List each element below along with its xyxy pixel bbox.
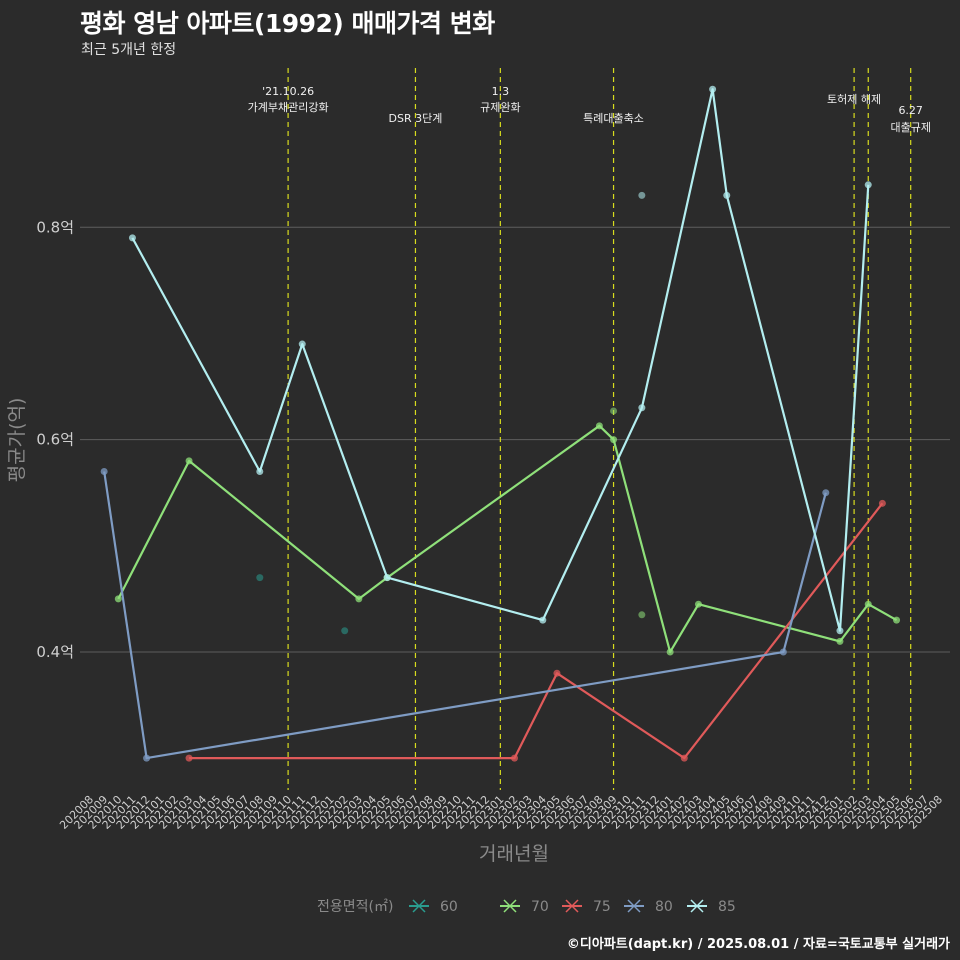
y-axis-title: 평균가(억) [6,398,28,483]
data-point-70 [836,637,844,645]
data-point-70 [355,595,363,603]
data-point-70 [595,422,603,430]
event-label: '21.10.26 [262,85,314,98]
data-point-85 [383,574,391,582]
y-tick-label: 0.8억 [36,218,74,236]
chart-title: 평화 영남 아파트(1992) 매매가격 변화 [80,9,495,38]
data-point-85 [836,627,844,635]
event-label: 대출규제 [890,121,930,134]
data-point-75 [553,669,561,677]
data-point-70 [114,595,122,603]
event-label: 규제완화 [480,101,520,114]
series-line-80 [103,471,827,760]
data-point-70 [666,648,674,656]
data-point-75 [680,754,688,762]
legend-marker-70 [503,899,517,913]
legend-label-85: 85 [718,899,736,915]
x-axis-ticks: 2020082020092020102020112020122021012021… [57,793,945,832]
data-point-85 [864,181,872,189]
data-point-85 [539,616,547,624]
event-label: 특례대출축소 [583,112,644,125]
scatter-point-85 [638,191,646,199]
data-point-70 [893,616,901,624]
y-tick-label: 0.4억 [36,643,74,661]
data-point-85 [709,85,717,93]
data-point-85 [128,234,136,242]
data-point-75 [878,499,886,507]
x-axis-title: 거래년월 [479,843,549,865]
legend-marker-75 [565,899,579,913]
y-tick-label: 0.6억 [36,431,74,449]
event-label: 1.3 [492,85,510,98]
data-point-70 [694,600,702,608]
scatter-point-60 [341,627,349,635]
series-line-75 [189,502,884,760]
scatter-point-70 [638,611,646,619]
chart-subtitle: 최근 5개년 한정 [81,42,177,58]
event-label: DSR 3단계 [389,112,443,125]
data-point-70 [864,600,872,608]
event-label: 6.27 [898,104,923,117]
data-point-85 [256,467,264,475]
y-axis-ticks: 0.4억 0.6억 0.8억 [36,218,74,661]
legend-marker-80 [627,899,641,913]
data-point-75 [185,754,193,762]
data-point-80 [779,648,787,656]
legend-label-80: 80 [655,899,673,915]
scatter-point-60 [256,574,264,582]
legend-label-75: 75 [593,899,611,915]
legend: 전용면적(㎡) 60 70 75 80 85 [317,899,736,915]
data-point-80 [143,754,151,762]
data-point-70 [610,436,618,444]
data-point-85 [723,191,731,199]
legend-marker-85 [690,899,704,913]
legend-title: 전용면적(㎡) [317,899,393,915]
event-label: 가계부채관리강화 [248,101,329,114]
series-line-70 [117,424,898,654]
event-label: 토허제 해제 [827,92,881,106]
source-credit: ©디아파트(dapt.kr) / 2025.08.01 / 자료=국토교통부 실… [566,937,950,952]
legend-label-70: 70 [531,899,549,915]
data-point-80 [822,489,830,497]
data-point-85 [638,404,646,412]
data-point-75 [511,754,518,762]
legend-label-60: 60 [440,899,458,915]
series-lines [100,85,901,762]
legend-marker-60 [412,899,426,913]
data-point-80 [100,467,108,475]
data-point-85 [298,340,306,348]
scatter-point-70 [610,407,618,415]
series-line-85 [131,88,870,632]
gridlines [80,226,950,653]
data-point-70 [185,457,193,465]
